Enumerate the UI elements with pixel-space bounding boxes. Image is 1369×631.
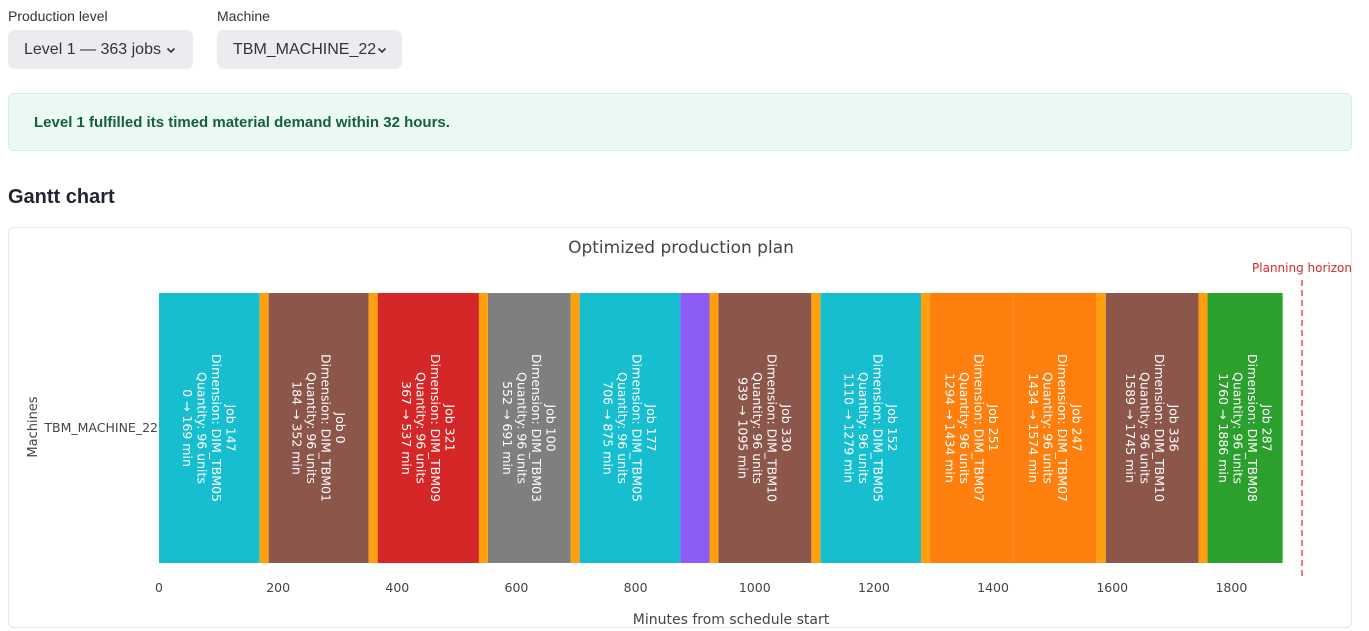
job-label: Dimension: DIM_TBM09 [428, 354, 443, 502]
setup-bar[interactable] [709, 293, 719, 563]
job-label: 1760 → 1886 min [1216, 373, 1231, 483]
job-label: 706 → 875 min [601, 381, 616, 475]
x-tick-label: 1800 [1215, 580, 1247, 595]
x-tick-label: 0 [155, 580, 163, 595]
setup-bar[interactable] [811, 293, 821, 563]
job-label: Job 100 [544, 403, 559, 451]
job-label: Dimension: DIM_TBM07 [971, 354, 986, 502]
job-label: Job 251 [986, 403, 1001, 451]
planning-horizon-label: Planning horizon [1252, 261, 1352, 275]
x-tick-label: 800 [624, 580, 648, 595]
job-label: 1434 → 1574 min [1026, 373, 1041, 483]
x-tick-label: 1400 [977, 580, 1009, 595]
x-tick-label: 1200 [858, 580, 890, 595]
job-label: Quantity: 96 units [414, 372, 429, 484]
job-label: Job 321 [443, 403, 458, 451]
job-label: Job 247 [1069, 403, 1084, 451]
setup-bar[interactable] [368, 293, 378, 563]
job-label: Job 177 [644, 403, 659, 451]
job-label: Dimension: DIM_TBM03 [529, 354, 544, 502]
job-label: Quantity: 96 units [304, 372, 319, 484]
setup-bar[interactable] [570, 293, 580, 563]
job-label: Dimension: DIM_TBM07 [1055, 354, 1070, 502]
job-bar[interactable] [159, 293, 260, 563]
production-level-select[interactable]: Level 1 — 363 jobs [8, 30, 193, 69]
production-level-label: Production level [8, 8, 108, 24]
job-bar[interactable] [1207, 293, 1283, 563]
job-label: Quantity: 96 units [1040, 372, 1055, 484]
machine-label-y-tick: TBM_MACHINE_22 [43, 420, 158, 435]
job-label: 0 → 169 min [180, 389, 195, 467]
success-message: Level 1 fulfilled its timed material dem… [34, 113, 450, 131]
job-label: 1110 → 1279 min [841, 373, 856, 483]
job-label: Quantity: 96 units [750, 372, 765, 484]
job-bar[interactable] [1105, 293, 1199, 563]
machine-select[interactable]: TBM_MACHINE_22 [217, 30, 402, 69]
job-bar[interactable] [680, 293, 710, 563]
job-label: Dimension: DIM_TBM01 [318, 354, 333, 502]
job-bar[interactable] [929, 293, 1014, 563]
job-label: Dimension: DIM_TBM05 [209, 354, 224, 502]
job-bar[interactable] [268, 293, 369, 563]
job-label: Job 336 [1166, 403, 1181, 451]
job-label: Job 0 [333, 411, 348, 443]
job-bar[interactable] [377, 293, 479, 563]
chart-title: Optimized production plan [568, 238, 794, 258]
setup-bar[interactable] [259, 293, 269, 563]
machine-value: TBM_MACHINE_22 [233, 40, 377, 58]
job-bar[interactable] [487, 293, 571, 563]
job-label: Quantity: 96 units [515, 372, 530, 484]
x-tick-label: 1000 [739, 580, 771, 595]
job-label: 184 → 352 min [289, 381, 304, 475]
job-label: Job 330 [779, 403, 794, 451]
job-label: Job 287 [1259, 403, 1274, 451]
setup-bar[interactable] [1198, 293, 1208, 563]
job-label: Dimension: DIM_TBM10 [1152, 354, 1167, 502]
job-label: 939 → 1095 min [736, 377, 751, 479]
job-label: 1589 → 1745 min [1123, 373, 1138, 483]
section-title: Gantt chart [8, 186, 115, 208]
job-label: Job 152 [885, 403, 900, 451]
setup-bar[interactable] [478, 293, 488, 563]
job-bar[interactable] [718, 293, 812, 563]
job-label: Quantity: 96 units [1137, 372, 1152, 484]
x-tick-label: 1600 [1096, 580, 1128, 595]
job-label: 367 → 537 min [399, 381, 414, 475]
job-label: Job 147 [224, 403, 239, 451]
x-tick-label: 600 [505, 580, 529, 595]
job-label: Quantity: 96 units [856, 372, 871, 484]
job-label: Quantity: 96 units [1230, 372, 1245, 484]
job-label: Dimension: DIM_TBM05 [630, 354, 645, 502]
x-tick-label: 200 [266, 580, 290, 595]
setup-bar[interactable] [1096, 293, 1106, 563]
y-axis-title: Machines [26, 396, 41, 457]
job-label: Quantity: 96 units [195, 372, 210, 484]
x-axis-title: Minutes from schedule start [633, 612, 830, 628]
machine-label: Machine [217, 8, 270, 24]
job-label: Quantity: 96 units [615, 372, 630, 484]
job-bar[interactable] [579, 293, 681, 563]
job-label: 1294 → 1434 min [942, 373, 957, 483]
job-label: Quantity: 96 units [957, 372, 972, 484]
production-level-value: Level 1 — 363 jobs [24, 40, 161, 58]
chevron-down-icon [165, 44, 177, 56]
job-label: Dimension: DIM_TBM05 [870, 354, 885, 502]
job-bar[interactable] [820, 293, 921, 563]
success-alert: Level 1 fulfilled its timed material dem… [8, 93, 1352, 151]
job-label: Dimension: DIM_TBM10 [765, 354, 780, 502]
setup-bar[interactable] [920, 293, 930, 563]
chevron-down-icon [376, 44, 388, 56]
job-label: Dimension: DIM_TBM08 [1245, 354, 1260, 502]
job-label: 552 → 691 min [500, 381, 515, 475]
x-tick-label: 400 [385, 580, 409, 595]
job-bar[interactable] [1013, 293, 1097, 563]
